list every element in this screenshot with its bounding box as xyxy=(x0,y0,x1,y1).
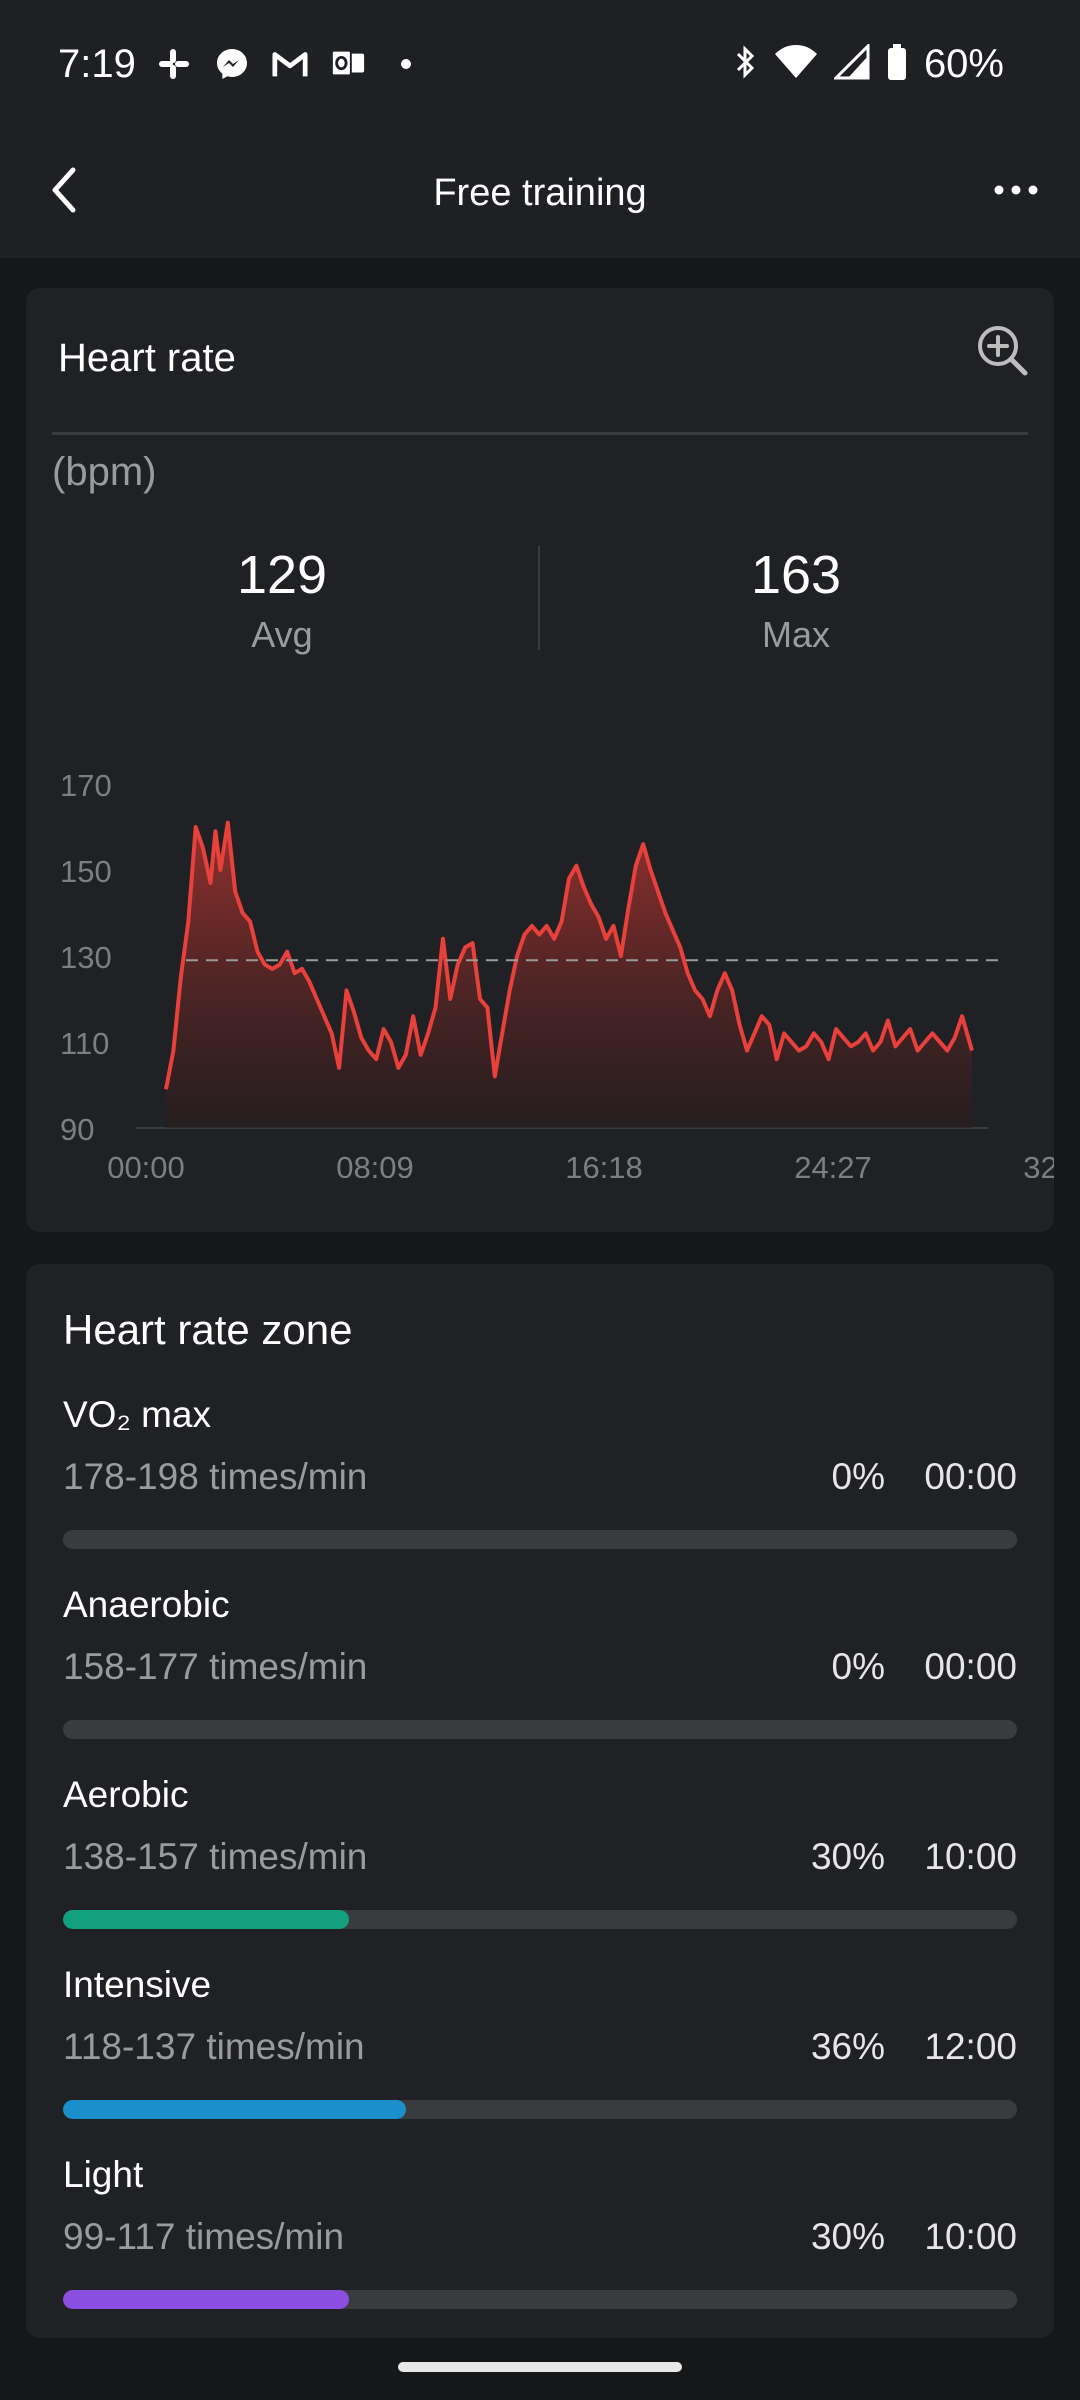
x-tick-label: 24:27 xyxy=(794,1150,872,1178)
zone-percent: 0% xyxy=(831,1646,885,1687)
y-tick-label: 110 xyxy=(60,1026,109,1061)
heart-rate-card: Heart rate (bpm) 129 Avg 163 Max 170 150 1… xyxy=(26,288,1054,1232)
zone-name: Light xyxy=(63,2154,144,2195)
zone-aerobic: Aerobic 138-157 times/min 30% 10:00 xyxy=(63,1774,1017,1954)
zone-range: 158-177 times/min xyxy=(63,1646,368,1687)
messenger-icon xyxy=(214,46,250,82)
zone-range: 138-157 times/min xyxy=(63,1836,368,1877)
zone-range: 178-198 times/min xyxy=(63,1456,368,1497)
stat-separator xyxy=(538,546,540,650)
max-label: Max xyxy=(761,614,830,655)
more-horizontal-icon xyxy=(994,185,1038,195)
x-tick-label: 08:09 xyxy=(336,1150,414,1178)
system-status: 60% xyxy=(732,42,1004,87)
status-time: 7:19 xyxy=(58,42,136,86)
zone-time: 00:00 xyxy=(924,1456,1017,1497)
zone-name: Anaerobic xyxy=(63,1584,230,1625)
zone-title: Heart rate zone xyxy=(63,1306,353,1353)
zone-percent: 30% xyxy=(810,1836,885,1877)
heart-rate-chart[interactable]: 170 150 130 110 90 00:00 08:09 16:18 24:27 32:36 xyxy=(26,728,1054,1178)
zone-light: Light 99-117 times/min 30% 10:00 xyxy=(63,2154,1017,2334)
x-tick-label: 00:00 xyxy=(107,1150,185,1178)
dot-icon xyxy=(388,46,424,82)
zone-progress-fill xyxy=(63,2100,407,2119)
zone-progress-bar xyxy=(63,1720,1017,1739)
x-tick-label: 16:18 xyxy=(565,1150,643,1178)
zone-name: Aerobic xyxy=(63,1774,189,1815)
zone-progress-bar xyxy=(63,1530,1017,1549)
gmail-icon xyxy=(272,46,308,82)
zone-intensive: Intensive 118-137 times/min 36% 12:00 xyxy=(63,1964,1017,2144)
battery-percent: 60% xyxy=(923,42,1004,86)
app-bar: Free training xyxy=(0,130,1080,258)
heart-rate-line xyxy=(164,820,974,1090)
notification-icons xyxy=(156,46,424,82)
zone-name: VO₂ max xyxy=(63,1394,211,1435)
x-tick-label: 32:36 xyxy=(1023,1150,1054,1178)
zone-time: 10:00 xyxy=(924,1836,1017,1877)
zone-progress-bar xyxy=(63,2290,1017,2309)
zoom-in-button[interactable] xyxy=(974,322,1030,378)
zone-range: 99-117 times/min xyxy=(63,2216,345,2257)
header-divider xyxy=(52,432,1028,435)
avg-value: 129 xyxy=(236,545,328,605)
zone-progress-fill xyxy=(63,2290,350,2309)
home-indicator[interactable] xyxy=(398,2362,682,2372)
y-tick-label: 150 xyxy=(60,854,112,889)
zone-range: 118-137 times/min xyxy=(63,2026,365,2067)
avg-label: Avg xyxy=(251,614,313,655)
slack-icon xyxy=(156,46,192,82)
zone-percent: 0% xyxy=(831,1456,885,1497)
max-value: 163 xyxy=(750,545,842,605)
y-tick-label: 90 xyxy=(60,1112,94,1147)
back-button[interactable] xyxy=(34,160,94,220)
zone-vo2max: VO₂ max 178-198 times/min 0% 00:00 xyxy=(63,1394,1017,1574)
status-bar: 7:19 60% xyxy=(0,0,1080,130)
zone-percent: 36% xyxy=(810,2026,885,2067)
zone-progress-bar xyxy=(63,1910,1017,1929)
signal-icon xyxy=(832,42,870,85)
outlook-icon xyxy=(330,46,366,82)
zone-time: 00:00 xyxy=(924,1646,1017,1687)
zone-anaerobic: Anaerobic 158-177 times/min 0% 00:00 xyxy=(63,1584,1017,1764)
heart-rate-area xyxy=(166,822,972,1128)
unit-label: (bpm) xyxy=(52,450,157,494)
zoom-in-icon xyxy=(978,326,1028,376)
more-options-button[interactable] xyxy=(986,160,1046,220)
zone-percent: 30% xyxy=(810,2216,885,2257)
chevron-left-icon xyxy=(52,167,76,213)
y-tick-label: 170 xyxy=(60,768,112,803)
heart-rate-title: Heart rate xyxy=(58,336,236,380)
wifi-icon xyxy=(774,44,818,85)
avg-stat: 129 Avg xyxy=(132,544,432,656)
heart-rate-zone-card: Heart rate zone VO₂ max 178-198 times/mi… xyxy=(26,1264,1054,2338)
zone-progress-bar xyxy=(63,2100,1017,2119)
max-stat: 163 Max xyxy=(646,544,946,656)
page-title: Free training xyxy=(433,172,647,214)
y-tick-label: 130 xyxy=(60,940,112,975)
zone-time: 10:00 xyxy=(924,2216,1017,2257)
bluetooth-icon xyxy=(732,43,758,86)
battery-icon xyxy=(886,43,908,86)
zone-time: 12:00 xyxy=(924,2026,1017,2067)
zone-progress-fill xyxy=(63,1910,350,1929)
zone-name: Intensive xyxy=(63,1964,212,2005)
